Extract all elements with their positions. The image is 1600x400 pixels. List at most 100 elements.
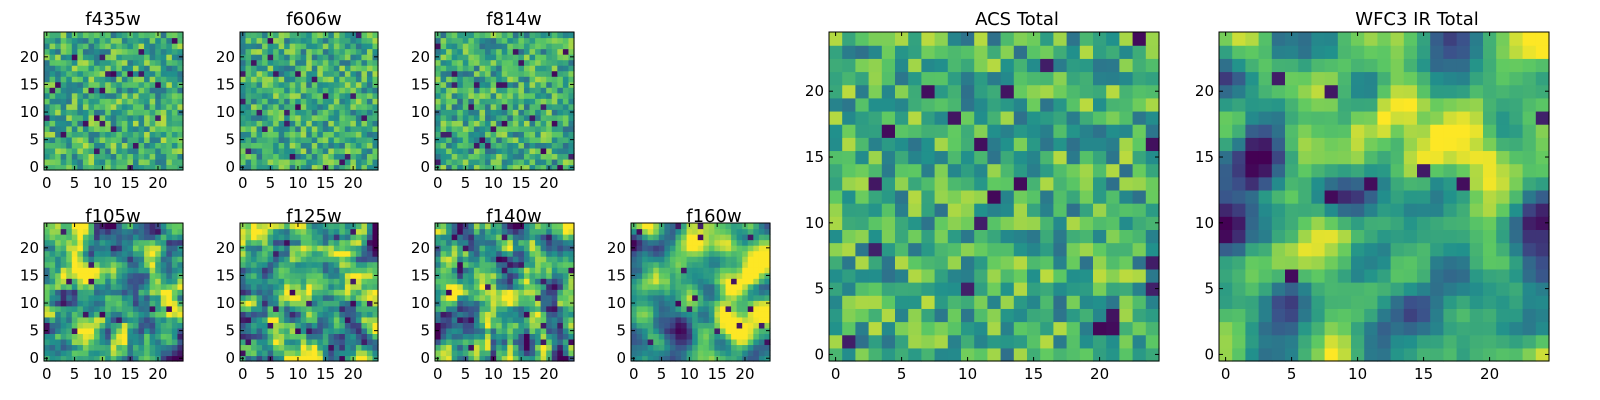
heatmap-cell: [289, 322, 296, 329]
heatmap-cell: [132, 245, 140, 252]
heatmap-cell: [496, 87, 503, 94]
heatmap-cell: [372, 261, 379, 268]
heatmap-cell: [350, 59, 357, 66]
heatmap-cell: [49, 48, 56, 55]
x-tick-label: 5: [461, 365, 471, 383]
heatmap-cell: [546, 81, 553, 88]
heatmap-cell: [300, 32, 307, 39]
heatmap-cell: [535, 294, 542, 301]
heatmap-cell: [518, 322, 525, 329]
heatmap-cell: [333, 344, 340, 351]
heatmap-cell: [262, 76, 269, 83]
heatmap-cell: [507, 250, 514, 257]
heatmap-cell: [144, 109, 151, 116]
heatmap-cell: [496, 261, 503, 268]
heatmap-cell: [138, 272, 145, 279]
heatmap-cell: [1079, 189, 1094, 204]
heatmap-cell: [99, 65, 106, 72]
heatmap-cell: [160, 48, 167, 55]
heatmap-cell: [328, 300, 335, 307]
heatmap-cell: [82, 109, 90, 116]
heatmap-cell: [251, 158, 258, 166]
heatmap-cell: [339, 125, 346, 132]
heatmap-cell: [121, 147, 128, 155]
heatmap-cell: [60, 59, 67, 66]
heatmap-cell: [496, 316, 503, 323]
heatmap-cell: [284, 228, 291, 235]
heatmap-cell: [284, 164, 291, 171]
heatmap-cell: [535, 32, 542, 39]
heatmap-cell: [708, 267, 715, 274]
heatmap-cell: [664, 338, 671, 346]
heatmap-cell: [240, 48, 247, 55]
heatmap-cell: [501, 37, 508, 44]
heatmap-cell: [468, 92, 475, 99]
heatmap-cell: [485, 349, 492, 357]
heatmap-cell: [719, 338, 727, 346]
heatmap-cell: [747, 333, 754, 340]
heatmap-cell: [138, 65, 145, 72]
heatmap-cell: [317, 333, 324, 340]
heatmap-cell: [742, 278, 749, 285]
heatmap-cell: [311, 316, 318, 323]
heatmap-cell: [350, 103, 357, 110]
heatmap-cell: [144, 316, 151, 323]
heatmap-cell: [557, 120, 564, 127]
heatmap-cell: [664, 261, 671, 268]
heatmap-cell: [518, 153, 525, 160]
heatmap-cell: [653, 272, 660, 279]
heatmap-cell: [251, 300, 258, 307]
heatmap-cell: [669, 223, 677, 230]
heatmap-cell: [245, 81, 252, 88]
heatmap-cell: [664, 344, 671, 351]
heatmap-cell: [703, 338, 710, 346]
heatmap-cell: [60, 136, 67, 143]
heatmap-cell: [251, 355, 258, 362]
heatmap-cell: [116, 267, 123, 274]
x-tick-label: 20: [148, 365, 167, 383]
heatmap-cell: [692, 355, 699, 362]
heatmap-cell: [551, 92, 558, 99]
heatmap-cell: [121, 311, 128, 318]
heatmap-cell: [372, 250, 379, 257]
heatmap-cell: [71, 87, 78, 94]
heatmap-cell: [631, 278, 638, 285]
heatmap-cell: [546, 256, 553, 263]
heatmap-cell: [355, 228, 363, 235]
heatmap-cell: [697, 228, 704, 235]
heatmap-cell: [736, 239, 743, 246]
x-tick-label: 0: [42, 365, 52, 383]
heatmap-cell: [747, 261, 754, 268]
heatmap-cell: [289, 92, 296, 99]
heatmap-cell: [245, 98, 252, 105]
heatmap-cell: [686, 322, 693, 329]
heatmap-cell: [256, 92, 263, 99]
heatmap-cell: [855, 334, 870, 349]
heatmap-cell: [284, 136, 291, 143]
heatmap-cell: [105, 278, 112, 285]
heatmap-cell: [1053, 295, 1068, 309]
heatmap-cell: [240, 333, 247, 340]
heatmap-cell: [719, 228, 727, 235]
heatmap-cell: [736, 305, 743, 312]
heatmap-cell: [149, 37, 156, 44]
heatmap-cell: [758, 289, 766, 296]
heatmap-cell: [540, 228, 547, 235]
heatmap-cell: [473, 223, 481, 230]
heatmap-cell: [322, 87, 329, 94]
heatmap-cell: [295, 103, 302, 110]
heatmap-cell: [155, 92, 162, 99]
heatmap-cell: [160, 272, 167, 279]
heatmap-cell: [642, 223, 649, 230]
heatmap-cell: [753, 267, 760, 274]
heatmap-cell: [177, 311, 184, 318]
heatmap-cell: [518, 87, 525, 94]
heatmap-cell: [546, 327, 553, 334]
heatmap-cell: [758, 300, 766, 307]
heatmap-cell: [278, 164, 285, 171]
heatmap-cell: [82, 267, 90, 274]
heatmap-cell: [127, 65, 134, 72]
heatmap-cell: [55, 43, 62, 50]
heatmap-cell: [1106, 308, 1120, 323]
heatmap-cell: [725, 344, 732, 351]
